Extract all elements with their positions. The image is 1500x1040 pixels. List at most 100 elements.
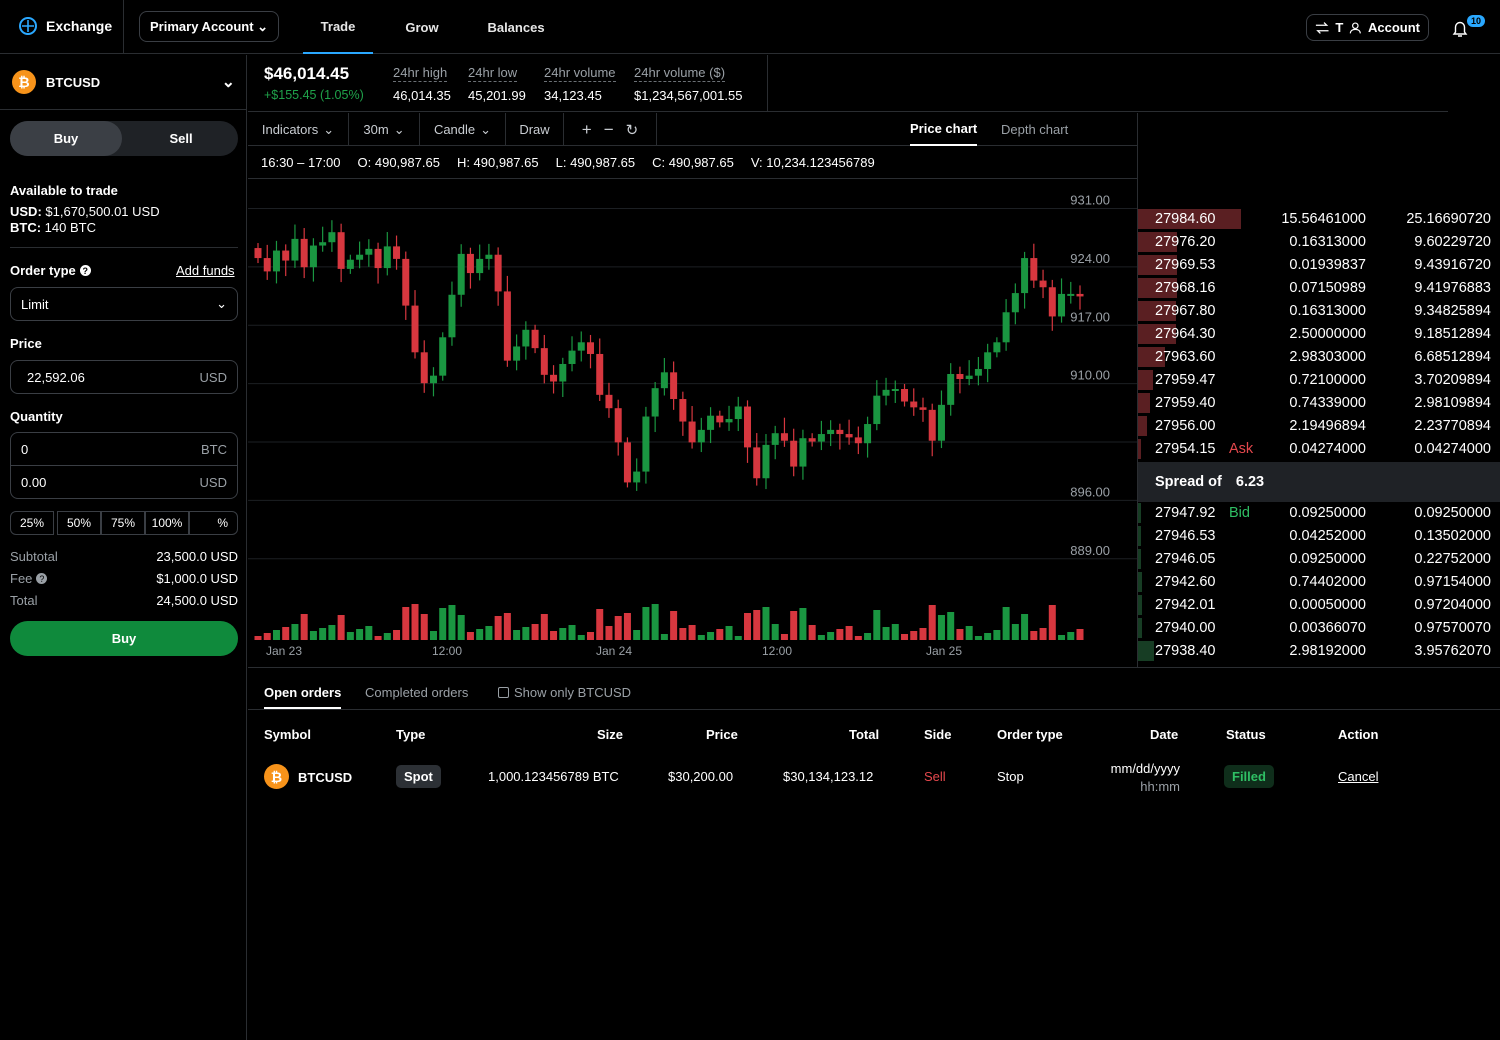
price-input[interactable]: 22,592.06 USD bbox=[10, 360, 238, 394]
candle-body bbox=[365, 248, 373, 255]
tab-depth-chart[interactable]: Depth chart bbox=[1001, 122, 1069, 137]
sell-tab[interactable]: Sell bbox=[169, 131, 193, 146]
bid-row[interactable]: 27942.01 0.00050000 0.97204000 bbox=[1138, 594, 1500, 617]
x-tick-label: 12:00 bbox=[762, 644, 792, 658]
volume-bar bbox=[873, 610, 881, 640]
volume-bar bbox=[974, 636, 982, 640]
help-icon[interactable]: ? bbox=[36, 573, 48, 584]
book-price: 27963.60 bbox=[1155, 349, 1216, 365]
account-pill[interactable]: T Account bbox=[1306, 14, 1429, 41]
ohlc-high: H: 490,987.65 bbox=[456, 155, 539, 170]
y-tick-label: 931.00 bbox=[1070, 193, 1110, 208]
candle-body bbox=[605, 394, 613, 409]
tab-completed-orders[interactable]: Completed orders bbox=[365, 685, 469, 700]
pct-custom-input[interactable]: % bbox=[189, 511, 238, 535]
ask-label: Ask bbox=[1229, 441, 1254, 457]
candle-body bbox=[568, 350, 576, 364]
ask-row[interactable]: 27959.47 0.72100000 3.70209894 bbox=[1138, 369, 1500, 392]
candle-body bbox=[485, 254, 493, 259]
account-label: Account bbox=[1368, 20, 1420, 35]
price-input-value: 22,592.06 bbox=[27, 369, 85, 385]
ask-row[interactable]: 27969.53 0.01939837 9.43916720 bbox=[1138, 254, 1500, 277]
indicators-button[interactable]: Indicators ⌄ bbox=[248, 113, 349, 146]
ask-row[interactable]: 27967.80 0.16313000 9.34825894 bbox=[1138, 300, 1500, 323]
filter-checkbox[interactable]: Show only BTCUSD bbox=[498, 685, 631, 700]
book-total: 9.60229720 bbox=[1414, 234, 1491, 250]
pct-50-button[interactable]: 50% bbox=[57, 511, 101, 535]
volume-bar bbox=[577, 635, 585, 640]
candle-body bbox=[864, 424, 872, 444]
ask-row[interactable]: 27959.40 0.74339000 2.98109894 bbox=[1138, 392, 1500, 415]
total-row: Total 24,500.0 USD bbox=[10, 593, 238, 608]
ask-row[interactable]: 27984.60 15.56461000 25.16690720 bbox=[1138, 208, 1500, 231]
bid-row[interactable]: 27940.00 0.00366070 0.97570070 bbox=[1138, 617, 1500, 640]
price-change: +$155.45 (1.05%) bbox=[264, 88, 364, 102]
account-selector[interactable]: Primary Account ⌄ bbox=[139, 11, 279, 42]
row-time: hh:mm bbox=[1140, 779, 1180, 794]
ask-row[interactable]: 27968.16 0.07150989 9.41976883 bbox=[1138, 277, 1500, 300]
tab-price-chart[interactable]: Price chart bbox=[910, 113, 978, 146]
price-chart[interactable]: 931.00 924.00 917.00 910.00 896.00 889.00 Jan … bbox=[248, 180, 1137, 666]
bell-icon[interactable] bbox=[1450, 17, 1482, 41]
bid-row[interactable]: 27947.92 Bid 0.09250000 0.09250000 bbox=[1138, 502, 1500, 525]
candle-body bbox=[725, 419, 733, 423]
book-price: 27947.92 bbox=[1155, 505, 1216, 521]
buy-button[interactable]: Buy bbox=[10, 621, 238, 656]
tab-open-orders[interactable]: Open orders bbox=[264, 685, 342, 709]
book-total: 3.70209894 bbox=[1414, 372, 1491, 388]
buy-tab[interactable]: Buy bbox=[10, 121, 122, 156]
candle-body bbox=[420, 352, 428, 384]
app-logo[interactable]: Exchange bbox=[18, 16, 112, 36]
candle-body bbox=[716, 415, 724, 423]
pct-75-button[interactable]: 75% bbox=[101, 511, 145, 535]
ask-row[interactable]: 27964.30 2.50000000 9.18512894 bbox=[1138, 323, 1500, 346]
quantity-usd-input[interactable]: 0.00 USD bbox=[10, 465, 238, 499]
pct-25-button[interactable]: 25% bbox=[10, 511, 54, 535]
row-total: $30,134,123.12 bbox=[783, 769, 874, 784]
ask-row[interactable]: 27963.60 2.98303000 6.68512894 bbox=[1138, 346, 1500, 369]
bid-row[interactable]: 27946.05 0.09250000 0.22752000 bbox=[1138, 548, 1500, 571]
book-price: 27938.40 bbox=[1155, 643, 1216, 659]
quantity-btc-input[interactable]: 0 BTC bbox=[10, 432, 238, 466]
reset-icon[interactable]: ↻ bbox=[625, 121, 639, 139]
order-type-select[interactable]: Limit ⌄ bbox=[10, 287, 238, 321]
help-icon[interactable]: ? bbox=[79, 265, 91, 276]
ohlc-close: C: 490,987.65 bbox=[652, 155, 734, 170]
candle-body bbox=[1021, 258, 1029, 294]
bid-row[interactable]: 27946.53 0.04252000 0.13502000 bbox=[1138, 525, 1500, 548]
pair-selector[interactable]: ₿ BTCUSD ⌄ bbox=[0, 55, 247, 110]
interval-select[interactable]: 30m ⌄ bbox=[349, 113, 420, 146]
zoom-in-icon[interactable]: + bbox=[581, 119, 592, 139]
volume-bar bbox=[605, 626, 613, 640]
depth-bar bbox=[1138, 595, 1142, 615]
ask-row[interactable]: 27956.00 2.19496894 2.23770894 bbox=[1138, 415, 1500, 438]
bid-row[interactable]: 27942.60 0.74402000 0.97154000 bbox=[1138, 571, 1500, 594]
volume-bar bbox=[365, 626, 373, 640]
ask-row[interactable]: 27976.20 0.16313000 9.60229720 bbox=[1138, 231, 1500, 254]
book-quantity: 0.01939837 bbox=[1289, 257, 1366, 273]
volume-bar bbox=[439, 608, 447, 640]
pct-100-button[interactable]: 100% bbox=[145, 511, 189, 535]
book-quantity: 2.98303000 bbox=[1289, 349, 1366, 365]
nav-balances[interactable]: Balances bbox=[487, 19, 545, 35]
stat-24h-volume: 24hr volume 34,123.45 bbox=[544, 65, 616, 103]
zoom-out-icon[interactable]: − bbox=[603, 119, 614, 139]
candle-body bbox=[540, 348, 548, 375]
book-quantity: 0.04274000 bbox=[1289, 441, 1366, 457]
volume-bar bbox=[1039, 628, 1047, 640]
candle-body bbox=[753, 447, 761, 479]
add-funds-link[interactable]: Add funds bbox=[176, 263, 235, 278]
cancel-link[interactable]: Cancel bbox=[1338, 769, 1379, 784]
y-tick-label: 917.00 bbox=[1070, 309, 1110, 324]
volume-bar bbox=[633, 630, 641, 640]
candle-body bbox=[291, 238, 299, 261]
draw-button[interactable]: Draw bbox=[506, 113, 564, 146]
bid-row[interactable]: 27938.40 2.98192000 3.95762070 bbox=[1138, 640, 1500, 663]
indicators-label: Indicators bbox=[261, 122, 319, 137]
chart-style-select[interactable]: Candle ⌄ bbox=[420, 113, 506, 146]
nav-grow[interactable]: Grow bbox=[405, 19, 439, 35]
candle-body bbox=[651, 388, 659, 417]
nav-trade[interactable]: Trade bbox=[303, 0, 373, 54]
ask-row[interactable]: 27954.15 Ask 0.04274000 0.04274000 bbox=[1138, 438, 1500, 461]
table-row[interactable]: ₿ BTCUSD Spot 1,000.123456789 BTC $30,20… bbox=[248, 756, 1500, 798]
